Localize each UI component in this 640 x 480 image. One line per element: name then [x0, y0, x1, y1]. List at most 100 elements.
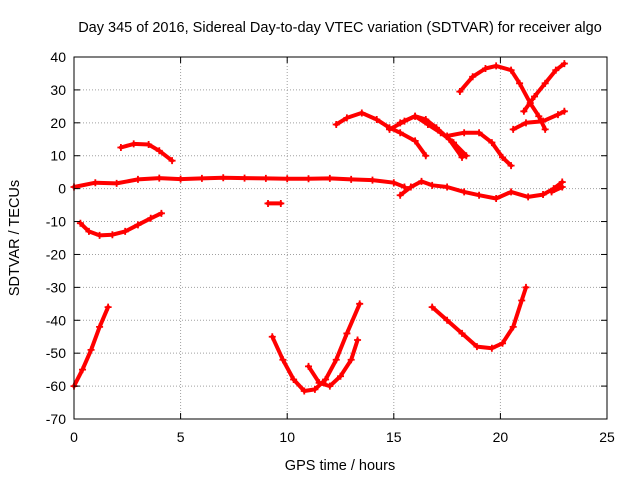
data-point: [488, 344, 496, 352]
data-point: [499, 153, 507, 161]
y-tick-label: 10: [50, 148, 66, 164]
data-point: [145, 141, 153, 149]
series-s8: [332, 109, 430, 160]
data-point: [507, 66, 515, 74]
data-point: [347, 175, 355, 183]
data-point: [290, 376, 298, 384]
data-point: [560, 107, 568, 115]
data-point: [548, 188, 556, 196]
data-point: [396, 191, 404, 199]
data-point: [332, 120, 340, 128]
data-point: [443, 316, 451, 324]
series-s6: [268, 300, 364, 395]
y-tick-label: -60: [46, 378, 66, 394]
data-point: [277, 199, 285, 207]
data-point: [168, 157, 176, 165]
data-point: [558, 183, 566, 191]
x-tick-label: 10: [279, 429, 295, 445]
series-s17: [520, 60, 568, 115]
data-point: [400, 183, 408, 191]
data-point: [147, 214, 155, 222]
data-point: [113, 179, 121, 187]
grid: [74, 57, 607, 419]
data-point: [130, 140, 138, 148]
data-point: [79, 366, 87, 374]
data-point: [283, 175, 291, 183]
series-line: [72, 175, 407, 189]
y-tick-label: 20: [50, 115, 66, 131]
data-point: [332, 356, 340, 364]
data-point: [315, 379, 323, 387]
y-axis-title: SDTVAR / TECUs: [7, 180, 23, 296]
data-point: [424, 120, 432, 128]
data-point: [326, 174, 334, 182]
data-point: [396, 119, 404, 127]
data-point: [418, 177, 426, 185]
data-point: [499, 339, 507, 347]
data-point: [460, 188, 468, 196]
series-s2: [76, 209, 165, 239]
data-point: [531, 92, 539, 100]
data-point: [509, 125, 517, 133]
series-line: [78, 211, 164, 238]
data-point: [155, 174, 163, 182]
series-s1: [70, 303, 112, 390]
data-point: [507, 162, 515, 170]
data-point: [449, 139, 457, 147]
data-point: [524, 193, 532, 201]
series-s13: [548, 183, 566, 196]
data-point: [343, 114, 351, 122]
data-point: [516, 79, 524, 87]
data-point: [539, 191, 547, 199]
series-s15: [456, 62, 549, 133]
data-point: [279, 356, 287, 364]
data-point: [475, 191, 483, 199]
x-axis-title: GPS time / hours: [285, 458, 395, 474]
series-s16: [509, 107, 568, 133]
y-tick-label: 40: [50, 49, 66, 65]
data-point: [460, 129, 468, 137]
data-point: [411, 137, 419, 145]
y-tick-label: 30: [50, 82, 66, 98]
y-tick-label: -20: [46, 246, 66, 262]
series-s12: [396, 177, 566, 203]
x-tick-label: 15: [386, 429, 402, 445]
data-point: [390, 179, 398, 187]
data-point: [157, 209, 165, 217]
data-point: [469, 73, 477, 81]
data-point: [96, 323, 104, 331]
y-tick-label: -10: [46, 214, 66, 230]
data-point: [155, 147, 163, 155]
data-point: [85, 227, 93, 235]
data-point: [108, 231, 116, 239]
data-point: [541, 79, 549, 87]
data-point: [552, 66, 560, 74]
data-point: [443, 183, 451, 191]
data-point: [96, 231, 104, 239]
data-point: [305, 362, 313, 370]
data-point: [354, 336, 362, 344]
data-point: [198, 174, 206, 182]
data-point: [368, 176, 376, 184]
data-point: [386, 125, 394, 133]
data-point: [488, 139, 496, 147]
axis-ticks: 0 5 10 15 20 25 -70 -60 -50 -40 -30 -20 -10 0 10 20 30 40: [46, 49, 615, 445]
data-point: [262, 174, 270, 182]
x-tick-label: 25: [599, 429, 615, 445]
data-point: [518, 297, 526, 305]
plot-frame: [73, 56, 608, 420]
x-tick-label: 5: [177, 429, 185, 445]
data-point: [443, 132, 451, 140]
data-point: [541, 125, 549, 133]
y-tick-label: -50: [46, 345, 66, 361]
data-point: [373, 116, 381, 124]
data-point: [322, 376, 330, 384]
series-line: [306, 338, 360, 389]
data-point: [554, 111, 562, 119]
data-point: [407, 183, 415, 191]
data-point: [300, 387, 308, 395]
data-point: [104, 303, 112, 311]
series-line: [398, 114, 469, 158]
data-point: [87, 346, 95, 354]
